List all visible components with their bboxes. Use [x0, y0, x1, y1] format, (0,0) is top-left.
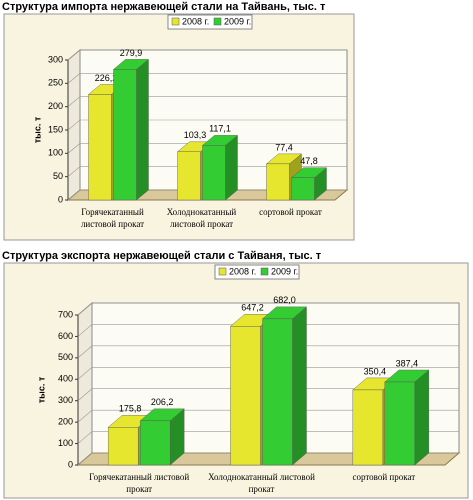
- chart-title: Структура экспорта нержавеющей стали с Т…: [2, 250, 322, 262]
- legend-swatch: [171, 17, 180, 26]
- grid-line: [77, 409, 459, 423]
- grid-line: [77, 431, 459, 444]
- y-tick-label: 250: [48, 78, 63, 88]
- grid-line: [77, 452, 459, 466]
- grid-line: [67, 96, 347, 107]
- grid-line: [67, 166, 347, 177]
- grid-line: [67, 189, 347, 201]
- grid-line: [77, 345, 459, 359]
- bar: [230, 326, 261, 466]
- x-tick-label-box: Горячекатанный листовой прокат: [80, 207, 145, 229]
- bar: [139, 420, 171, 466]
- bar: [177, 151, 201, 201]
- bar: [384, 381, 416, 466]
- bar: [352, 389, 384, 466]
- legend-label: 2009 г.: [224, 16, 251, 26]
- value-label: 226,2: [95, 73, 118, 83]
- bar-side: [414, 369, 430, 466]
- x-tick-label-box: Холоднокатанный листовой прокат: [208, 472, 315, 494]
- y-tick-label: 100: [48, 148, 63, 158]
- x-tick-label: Холоднокатанный листовой прокат: [208, 472, 315, 494]
- grid-line: [77, 388, 459, 401]
- value-label: 103,3: [184, 130, 207, 140]
- legend-swatch: [260, 267, 269, 276]
- bar: [113, 69, 137, 201]
- bar: [291, 177, 315, 201]
- value-label: 350,4: [364, 366, 387, 376]
- legend-box: [167, 14, 253, 30]
- grid-line: [77, 324, 459, 337]
- grid-line: [77, 302, 459, 316]
- chart-title: Структура импорта нержавеющей стали на Т…: [2, 1, 326, 13]
- x-tick-label: сортовой прокат: [352, 472, 416, 482]
- bar: [266, 163, 290, 201]
- y-tick-label: 300: [58, 395, 73, 405]
- grid-line: [67, 143, 347, 154]
- side-wall: [77, 301, 93, 467]
- y-tick-label: 700: [58, 309, 73, 319]
- y-tick-label: 300: [48, 54, 63, 64]
- y-tick-label: 150: [48, 124, 63, 134]
- y-tick-label: 0: [68, 459, 73, 469]
- x-tick-label-box: Горячекатанный листовой прокат: [89, 472, 190, 494]
- legend-label: 2009 г.: [271, 266, 298, 276]
- value-label: 279,9: [120, 48, 143, 58]
- bar: [88, 94, 112, 201]
- value-label: 47,8: [300, 156, 318, 166]
- value-label: 647,2: [241, 303, 264, 313]
- y-tick-label: 200: [48, 101, 63, 111]
- y-tick-label: 50: [53, 171, 63, 181]
- grid-line: [67, 119, 347, 131]
- x-tick-label: сортовой прокат: [259, 207, 322, 217]
- grid-line: [67, 49, 347, 61]
- value-label: 206,2: [151, 397, 174, 407]
- value-label: 117,1: [209, 124, 231, 134]
- y-axis-label: тыс. т: [32, 116, 42, 143]
- value-label: 175,8: [119, 404, 142, 414]
- legend-swatch: [213, 17, 222, 26]
- y-tick-label: 200: [58, 417, 73, 427]
- y-tick-label: 100: [58, 438, 73, 448]
- x-tick-label-box: Холоднокатанный листовой прокат: [166, 207, 237, 229]
- legend-label: 2008 г.: [182, 16, 209, 26]
- x-tick-label-box: сортовой прокат: [352, 472, 416, 482]
- grid-line: [67, 73, 347, 84]
- y-tick-label: 600: [58, 331, 73, 341]
- bar-side: [292, 306, 307, 466]
- value-label: 682,0: [273, 295, 296, 305]
- y-tick-label: 500: [58, 352, 73, 362]
- legend-box: [214, 264, 300, 280]
- value-label: 387,4: [396, 358, 419, 368]
- bar-side: [225, 134, 238, 201]
- legend-label: 2008 г.: [229, 266, 256, 276]
- legend-swatch: [218, 267, 227, 276]
- y-tick-label: 400: [58, 374, 73, 384]
- x-tick-label: Горячекатанный листовой прокат: [80, 207, 145, 229]
- bar-side: [136, 58, 149, 201]
- grid-line: [77, 366, 459, 380]
- x-tick-label: Холоднокатанный листовой прокат: [166, 207, 237, 229]
- y-tick-label: 0: [58, 194, 63, 204]
- value-label: 77,4: [275, 142, 293, 152]
- x-tick-label-box: сортовой прокат: [259, 207, 322, 217]
- y-axis-label: тыс. т: [36, 376, 46, 403]
- bar: [202, 145, 226, 201]
- x-tick-label: Горячекатанный листовой прокат: [89, 472, 190, 494]
- bar: [107, 427, 139, 466]
- bar: [262, 318, 293, 466]
